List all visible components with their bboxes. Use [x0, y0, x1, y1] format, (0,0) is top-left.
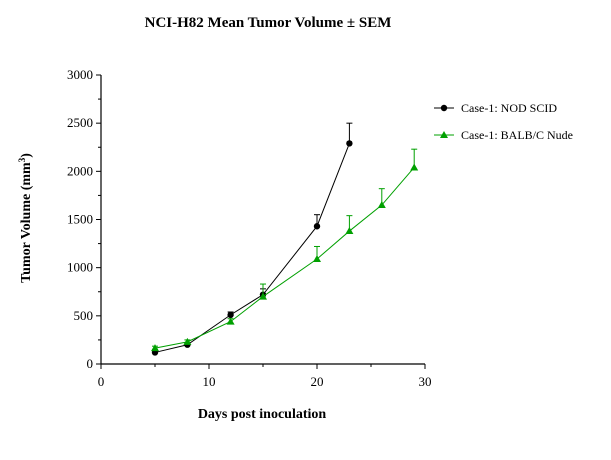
x-tick-label: 20	[311, 374, 324, 389]
data-point	[226, 317, 235, 325]
y-tick-label: 1000	[67, 260, 93, 275]
y-tick-label: 3000	[67, 67, 93, 82]
data-point	[345, 227, 354, 235]
data-point	[259, 292, 267, 300]
y-axis-label: Tumor Volume (mm3)	[17, 153, 34, 283]
data-point	[183, 337, 192, 345]
series-line	[154, 167, 415, 349]
data-point	[313, 254, 321, 262]
data-point	[377, 201, 386, 209]
x-tick-label: 30	[419, 374, 432, 389]
y-tick-label: 2500	[67, 115, 93, 130]
series-layer	[151, 122, 419, 356]
legend-item-0: Case-1: NOD SCID	[434, 101, 557, 115]
data-point	[346, 140, 353, 147]
y-tick-label: 2000	[67, 163, 93, 178]
y-tick-label: 500	[74, 308, 94, 323]
series-line	[154, 143, 350, 353]
data-point	[227, 311, 234, 319]
chart-title: NCI-H82 Mean Tumor Volume ± SEM	[145, 15, 392, 31]
x-tick-label: 10	[203, 374, 216, 389]
data-point	[313, 223, 321, 230]
axes: 0 500 1000 1500 2000 2500 3000 0 10 20 30	[67, 67, 432, 389]
y-axis-label-superscript: 3	[17, 157, 27, 162]
series-1	[151, 148, 419, 352]
data-point	[151, 344, 159, 352]
y-tick-label: 1500	[67, 212, 93, 227]
legend: Case-1: NOD SCID Case-1: BALB/C Nude	[434, 101, 573, 142]
legend-label: Case-1: BALB/C Nude	[461, 128, 573, 142]
data-point	[410, 163, 419, 171]
y-axis-label-main: Tumor Volume (mm	[19, 162, 34, 283]
y-axis-label-suffix: )	[19, 153, 34, 158]
legend-item-1: Case-1: BALB/C Nude	[434, 128, 573, 142]
x-tick-label: 0	[98, 374, 105, 389]
y-tick-label: 0	[87, 356, 94, 371]
legend-swatch-marker	[440, 131, 448, 138]
x-axis-label: Days post inoculation	[198, 407, 327, 422]
series-0	[151, 122, 353, 356]
legend-label: Case-1: NOD SCID	[461, 101, 557, 115]
legend-swatch-marker	[440, 104, 448, 112]
